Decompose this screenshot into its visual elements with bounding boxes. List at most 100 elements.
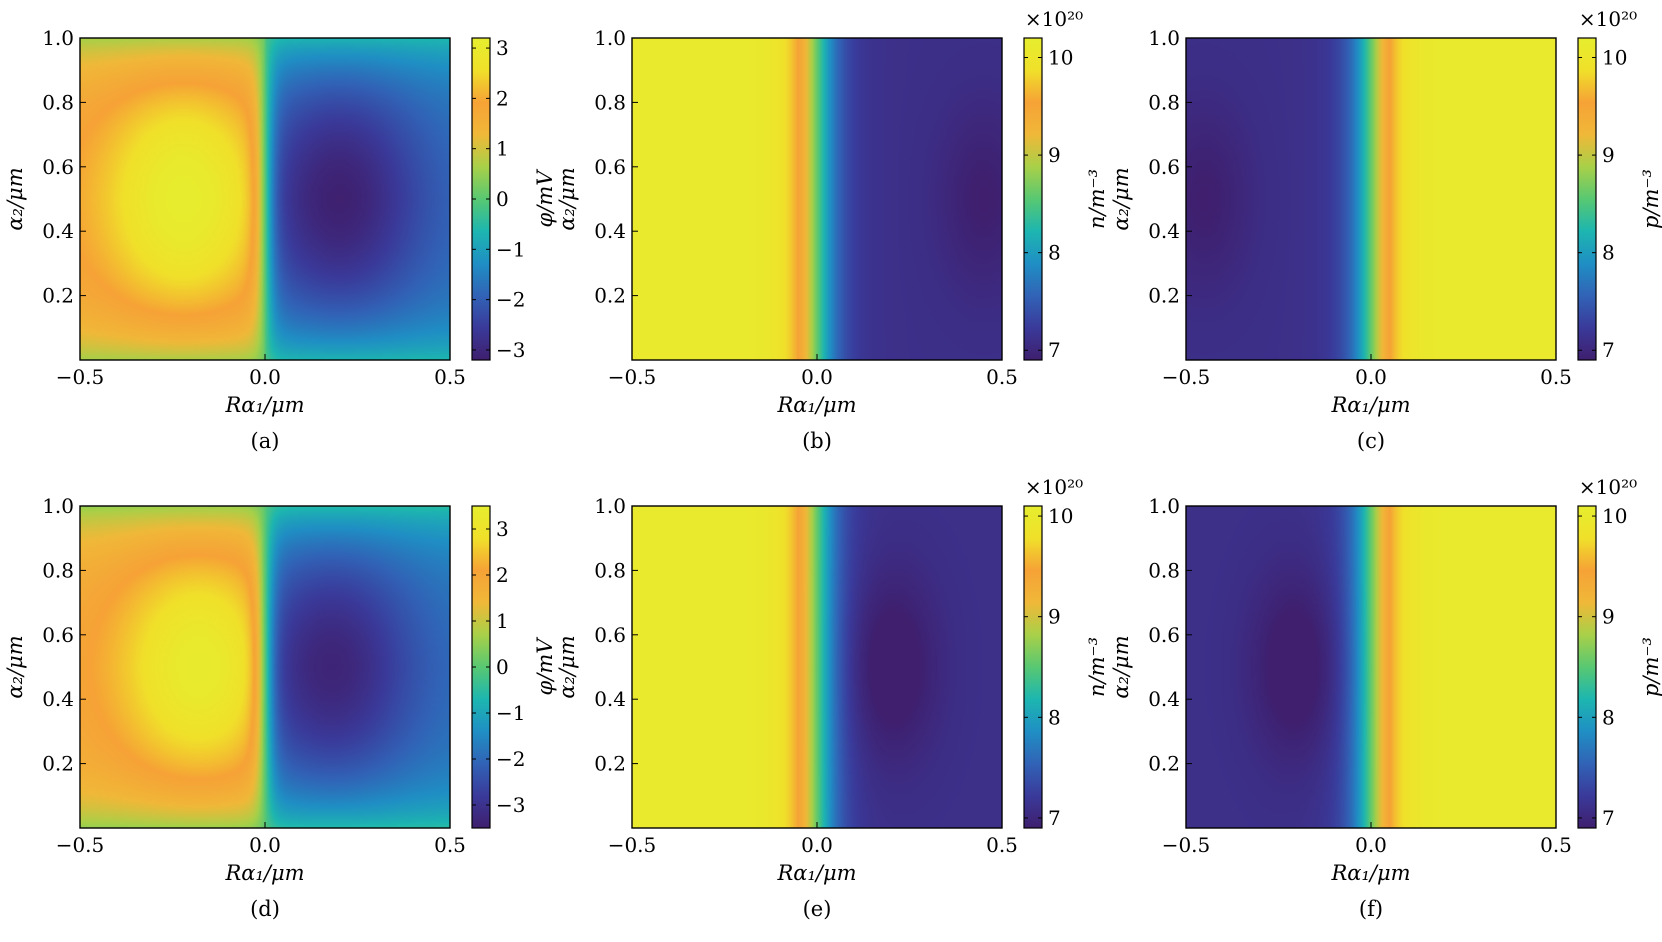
colorbar-tick-label: −1: [496, 237, 525, 261]
y-axis-label: α₂/μm: [3, 167, 27, 230]
colorbar-label: p/m⁻³: [1639, 637, 1662, 697]
colorbar: [1024, 506, 1042, 828]
y-tick-label: 0.8: [1148, 558, 1180, 582]
y-tick-label: 0.8: [594, 558, 626, 582]
y-axis-label: α₂/μm: [3, 635, 27, 698]
colorbar-tick-label: −3: [496, 793, 525, 817]
colorbar: [472, 506, 490, 828]
colorbar-label: φ/mV: [533, 637, 557, 696]
panel-c: −0.5 0.0 0.5 0.2 0.4 0.6 0.8 1.0 Rα₁/μm α₂/μm (c) 1…: [1109, 7, 1662, 453]
x-tick-label: 0.5: [1540, 833, 1572, 857]
x-tick-label: −0.5: [56, 365, 105, 389]
colorbar-tick-label: 8: [1048, 241, 1061, 265]
x-tick-label: 0.0: [801, 833, 833, 857]
colorbar-multiplier: ×10²⁰: [1579, 475, 1637, 499]
colorbar-label: n/m⁻³: [1085, 637, 1109, 697]
colorbar-multiplier: ×10²⁰: [1579, 7, 1637, 31]
x-axis-label: Rα₁/μm: [776, 393, 856, 417]
x-tick-label: 0.5: [434, 365, 466, 389]
y-tick-label: 0.2: [1148, 284, 1180, 308]
y-tick-label: 0.4: [1148, 687, 1180, 711]
colorbar-tick-label: 1: [496, 609, 509, 633]
heatmap-image: [1186, 506, 1556, 828]
x-tick-label: 0.0: [249, 833, 281, 857]
colorbar: [1578, 506, 1596, 828]
colorbar-tick-label: 8: [1602, 705, 1615, 729]
x-tick-label: 0.0: [801, 365, 833, 389]
x-tick-label: −0.5: [1162, 365, 1211, 389]
y-tick-label: 0.2: [1148, 752, 1180, 776]
colorbar-frame: [1023, 505, 1043, 829]
x-tick-label: 0.0: [1355, 365, 1387, 389]
colorbar-tick-label: 3: [496, 517, 509, 541]
x-tick-label: −0.5: [608, 365, 657, 389]
colorbar-tick-label: 8: [1048, 705, 1061, 729]
colorbar-tick-label: 9: [1048, 605, 1061, 629]
y-tick-label: 1.0: [42, 494, 74, 518]
colorbar-frame: [1023, 37, 1043, 361]
y-tick-label: 0.6: [42, 155, 74, 179]
heatmap-image: [632, 38, 1002, 360]
colorbar-tick-label: 2: [496, 86, 509, 110]
y-tick-label: 0.6: [1148, 155, 1180, 179]
panel-label: (d): [250, 897, 280, 921]
panel-f: −0.5 0.0 0.5 0.2 0.4 0.6 0.8 1.0 Rα₁/μm α₂/μm (f) 1…: [1109, 475, 1662, 921]
panel-label: (b): [802, 429, 832, 453]
colorbar-frame: [1577, 37, 1597, 361]
x-tick-label: 0.5: [434, 833, 466, 857]
y-tick-label: 1.0: [1148, 26, 1180, 50]
colorbar-tick-label: 9: [1602, 605, 1615, 629]
y-tick-label: 0.4: [1148, 219, 1180, 243]
x-tick-label: 0.5: [986, 833, 1018, 857]
colorbar-multiplier: ×10²⁰: [1025, 475, 1083, 499]
colorbar: [1578, 38, 1596, 360]
x-tick-label: 0.0: [1355, 833, 1387, 857]
colorbar-multiplier: ×10²⁰: [1025, 7, 1083, 31]
colorbar: [1024, 38, 1042, 360]
colorbar-tick-label: 0: [496, 187, 509, 211]
colorbar-tick-label: 10: [1602, 504, 1627, 528]
x-tick-label: −0.5: [608, 833, 657, 857]
colorbar-tick-label: 7: [1602, 806, 1615, 830]
colorbar-tick-label: 1: [496, 137, 509, 161]
colorbar-label: n/m⁻³: [1085, 169, 1109, 229]
x-axis-label: Rα₁/μm: [1330, 861, 1410, 885]
y-tick-label: 0.8: [42, 90, 74, 114]
y-tick-label: 0.4: [42, 219, 74, 243]
y-tick-label: 0.2: [594, 284, 626, 308]
colorbar-tick-label: 7: [1048, 806, 1061, 830]
colorbar-tick-label: 7: [1048, 338, 1061, 362]
colorbar-tick-label: 2: [496, 563, 509, 587]
colorbar-tick-label: 8: [1602, 241, 1615, 265]
colorbar-tick-label: 10: [1048, 46, 1073, 70]
colorbar-frame: [1577, 505, 1597, 829]
panel-label: (e): [803, 897, 832, 921]
colorbar: [472, 38, 490, 360]
y-tick-label: 1.0: [42, 26, 74, 50]
y-axis-label: α₂/μm: [1109, 167, 1133, 230]
y-tick-label: 0.4: [594, 219, 626, 243]
panel-b: −0.5 0.0 0.5 0.2 0.4 0.6 0.8 1.0 Rα₁/μm α₂/μm (b) 1…: [555, 7, 1109, 453]
panel-d: −0.5 0.0 0.5 0.2 0.4 0.6 0.8 1.0 Rα₁/μm α₂/μm (d) 3…: [3, 494, 557, 921]
x-tick-label: 0.5: [1540, 365, 1572, 389]
y-tick-label: 1.0: [594, 26, 626, 50]
y-tick-label: 0.8: [42, 558, 74, 582]
y-tick-label: 0.2: [42, 284, 74, 308]
colorbar-tick-label: −2: [496, 747, 525, 771]
colorbar-label: φ/mV: [533, 169, 557, 228]
colorbar-tick-label: 0: [496, 655, 509, 679]
colorbar-tick-label: 9: [1602, 143, 1615, 167]
colorbar-tick-label: 3: [496, 36, 509, 60]
x-tick-label: 0.5: [986, 365, 1018, 389]
colorbar-tick-label: 10: [1048, 504, 1073, 528]
panel-label: (a): [251, 429, 280, 453]
y-tick-label: 0.8: [594, 90, 626, 114]
y-tick-label: 0.2: [42, 752, 74, 776]
x-axis-label: Rα₁/μm: [1330, 393, 1410, 417]
y-axis-label: α₂/μm: [1109, 635, 1133, 698]
colorbar-tick-label: 9: [1048, 143, 1061, 167]
panel-label: (f): [1359, 897, 1383, 921]
heatmap-image: [1186, 38, 1556, 360]
y-axis-label: α₂/μm: [555, 635, 579, 698]
y-tick-label: 0.4: [594, 687, 626, 711]
